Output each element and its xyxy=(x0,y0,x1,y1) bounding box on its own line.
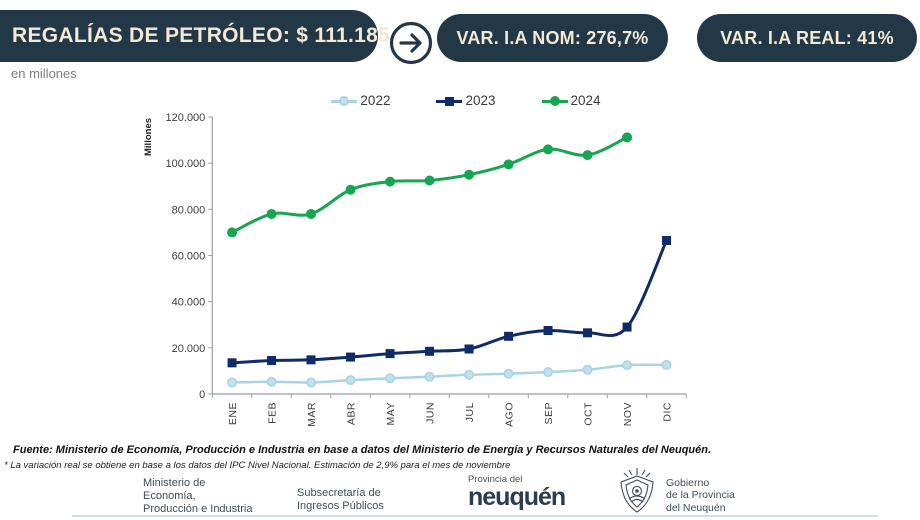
svg-text:OCT: OCT xyxy=(583,402,595,426)
legend-item-2023: 2023 xyxy=(436,93,496,108)
footer-divider xyxy=(72,515,878,517)
svg-text:AGO: AGO xyxy=(504,402,516,427)
logo-subsecretaria-line2: Ingresos Públicos xyxy=(297,499,384,512)
svg-text:FEB: FEB xyxy=(267,402,279,424)
legend-item-2022: 2022 xyxy=(331,93,390,108)
svg-text:MAR: MAR xyxy=(306,402,318,427)
logo-ministerio: Ministerio de Economía, Producción e Ind… xyxy=(143,477,252,516)
legend-label: 2022 xyxy=(360,93,391,108)
page-title: REGALÍAS DE PETRÓLEO: $ 111.185 xyxy=(12,24,391,47)
logo-gobierno: Gobierno de la Provincia del Neuquén xyxy=(666,477,735,514)
logo-ministerio-line1: Ministerio de xyxy=(143,477,206,489)
arrow-right-circle-icon xyxy=(389,21,433,65)
logo-subsecretaria: Subsecretaría de Ingresos Públicos xyxy=(297,487,384,513)
svg-text:ENE: ENE xyxy=(227,402,239,425)
legend-item-2024: 2024 xyxy=(541,93,601,108)
logo-ministerio-line2: Economía, xyxy=(143,489,196,502)
logo-gobierno-line3: del Neuquén xyxy=(666,501,726,514)
next-arrow-button[interactable] xyxy=(389,21,433,65)
square-marker-icon xyxy=(436,95,463,107)
footnote: * La variación real se obtiene en base a… xyxy=(4,460,511,471)
logo-gobierno-line2: de la Provincia xyxy=(666,489,735,502)
svg-text:JUL: JUL xyxy=(464,402,476,422)
svg-text:60.000: 60.000 xyxy=(172,251,206,263)
svg-text:NOV: NOV xyxy=(622,402,634,426)
logo-provincia-wordmark: Provincia del neuquén xyxy=(468,474,566,512)
svg-text:20.000: 20.000 xyxy=(172,343,206,355)
neuquen-wordmark: neuquén xyxy=(468,483,566,512)
svg-text:100.000: 100.000 xyxy=(166,158,206,170)
logo-ministerio-line3: Producción e Industria xyxy=(143,502,253,515)
provincia-del-label: Provincia del xyxy=(468,474,523,485)
logo-subsecretaria-line1: Subsecretaría de xyxy=(297,487,381,499)
var-nominal-badge: VAR. I.A NOM: 276,7% xyxy=(437,14,668,62)
svg-text:0: 0 xyxy=(199,389,205,401)
logo-gobierno-line1: Gobierno xyxy=(666,477,710,489)
svg-text:40.000: 40.000 xyxy=(172,297,206,309)
source-note: Fuente: Ministerio de Economía, Producci… xyxy=(13,444,712,456)
chart-legend: 2022 2023 2024 xyxy=(130,93,730,108)
var-real-label: VAR. I.A REAL: 41% xyxy=(720,27,894,48)
title-pill: REGALÍAS DE PETRÓLEO: $ 111.185 xyxy=(0,10,390,62)
svg-text:ABR: ABR xyxy=(346,402,358,425)
svg-text:SEP: SEP xyxy=(543,402,555,425)
circle-marker-icon xyxy=(331,95,358,107)
circle-marker-icon xyxy=(541,95,568,107)
svg-text:80.000: 80.000 xyxy=(172,204,206,216)
svg-text:Millones: Millones xyxy=(143,118,154,156)
svg-text:JUN: JUN xyxy=(425,402,437,424)
svg-text:MAY: MAY xyxy=(385,402,397,425)
svg-text:DIC: DIC xyxy=(662,402,674,422)
legend-label: 2023 xyxy=(465,93,496,108)
var-nominal-label: VAR. I.A NOM: 276,7% xyxy=(456,27,649,48)
svg-text:120.000: 120.000 xyxy=(166,112,206,124)
provincial-crest-icon xyxy=(615,467,659,520)
units-subtitle: en millones xyxy=(11,66,77,81)
legend-label: 2024 xyxy=(570,93,601,108)
royalties-line-chart: 0 20.000 40.000 60.000 80.000 100.000 120.000 E… xyxy=(143,112,687,427)
var-real-badge: VAR. I.A REAL: 41% xyxy=(697,14,917,62)
